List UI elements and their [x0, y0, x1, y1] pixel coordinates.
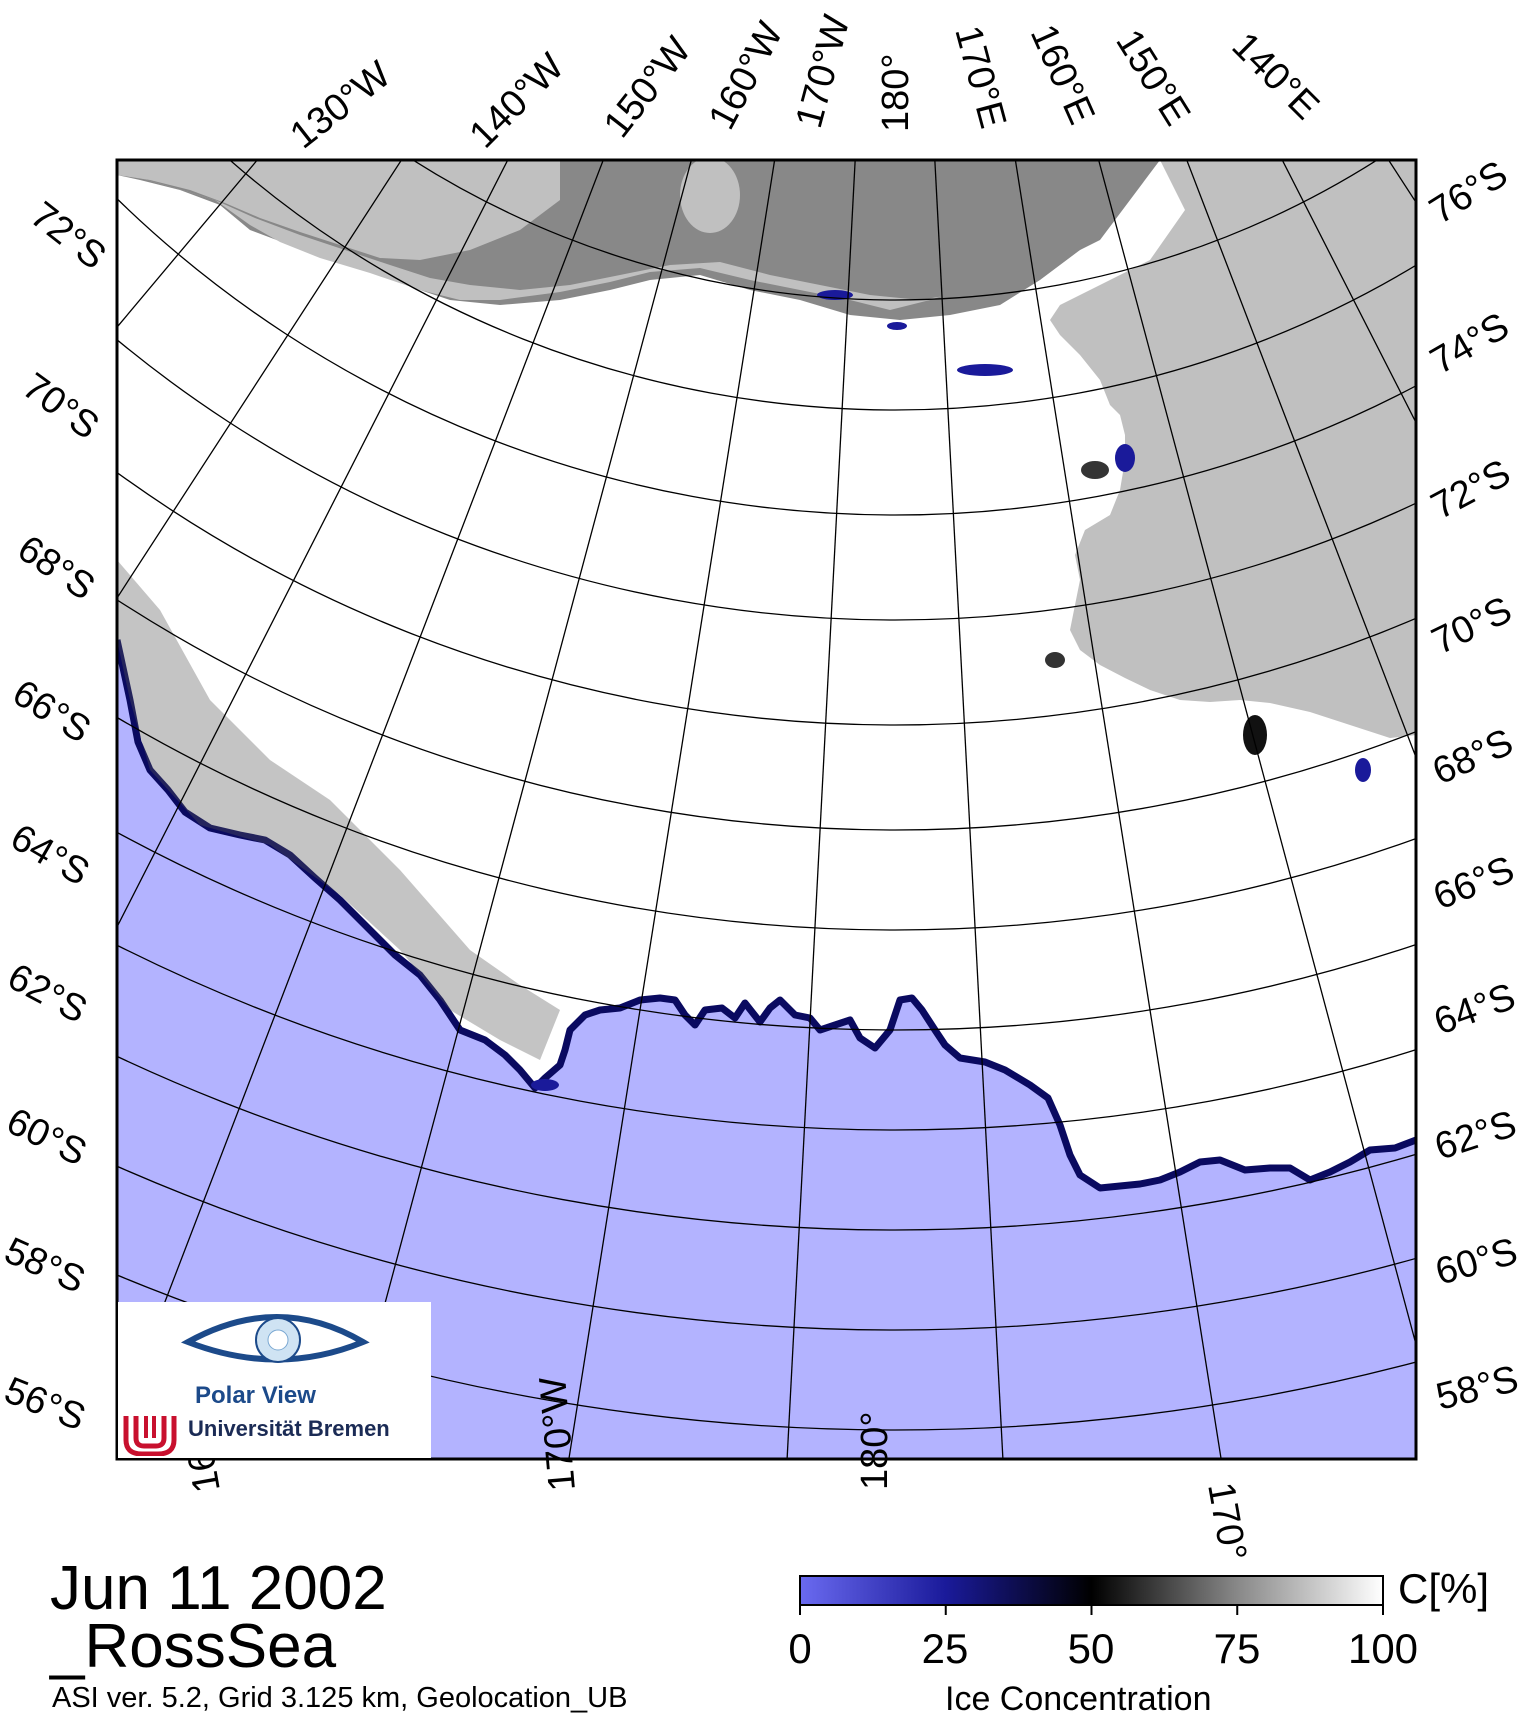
parallel-line [117, 598, 1416, 831]
parallel-line [117, 1055, 1416, 1231]
meridian-line [568, 160, 776, 1459]
lat-label: 76°S [1423, 153, 1515, 233]
lat-label: 58°S [1432, 1358, 1523, 1419]
polynya [1081, 461, 1109, 479]
lat-label: 68°S [1427, 721, 1520, 793]
colorbar-tick-label: 100 [1347, 1625, 1419, 1672]
top-meridian-labels: 130°W 140°W 150°W 160°W 170°W 180° 170°E… [283, 11, 1327, 157]
meridian-line [117, 160, 403, 600]
lat-label: 60°S [1431, 1230, 1522, 1293]
lon-label: 140°E [1224, 25, 1327, 128]
parallel-line [117, 716, 1416, 931]
map-frame [115, 158, 1418, 1461]
colorbar-tick-label: 0 [788, 1625, 812, 1672]
ice-shelf-light [117, 160, 560, 260]
lon-label: 140°W [462, 46, 573, 157]
bremen-logo-icon [123, 1416, 177, 1456]
parallel-line [117, 338, 1416, 621]
lat-label: 66°S [5, 672, 97, 752]
right-parallel-labels: 76°S 74°S 72°S 70°S 68°S 66°S 64°S 62°S … [1423, 153, 1523, 1419]
lat-label: 62°S [1430, 1103, 1522, 1169]
antarctic-land [117, 160, 1416, 738]
floe [531, 1079, 559, 1091]
lon-label: 180° [854, 1411, 896, 1490]
lon-label: 170°W [788, 11, 858, 133]
lat-label: 68°S [10, 528, 102, 609]
polynya [1243, 715, 1267, 755]
lon-label: 170°W [532, 1375, 584, 1493]
lon-label: 150°E [1107, 23, 1198, 133]
lon-label: 170° [1199, 1479, 1254, 1564]
processing-info: ASI ver. 5.2, Grid 3.125 km, Geolocation… [52, 1682, 628, 1714]
lat-label: 58°S [0, 1230, 91, 1302]
colorbar-tick-label: 50 [1067, 1625, 1115, 1672]
map-region-title: _RossSea [50, 1612, 337, 1681]
lat-label: 60°S [0, 1100, 93, 1174]
marginal-ice-zone [117, 560, 560, 1060]
parallel-line [229, 160, 1416, 411]
lat-label: 64°S [4, 816, 97, 894]
meridian-line [934, 160, 1004, 1459]
meridian-line [1281, 160, 1416, 424]
meridian-line [1097, 160, 1416, 1347]
polynya [1115, 444, 1135, 472]
parallel-line [117, 1273, 1416, 1431]
parallel-line [117, 1165, 1416, 1331]
colorbar-tick-label: 75 [1213, 1625, 1261, 1672]
polynya [1045, 652, 1065, 668]
lon-label: 150°W [596, 29, 700, 145]
lat-label: 74°S [1424, 305, 1517, 383]
colorbar-tick-label: 25 [921, 1625, 969, 1672]
meridian-line [1186, 160, 1416, 760]
polynya [957, 364, 1013, 376]
sea-ice-pack [117, 160, 1416, 1188]
logo-name: Polar View [195, 1382, 316, 1409]
meridian-line [117, 160, 604, 1429]
polar-view-logo: Polar View Universität Bremen [118, 1302, 431, 1458]
lon-label: 130°W [283, 53, 399, 157]
lon-label: 170°E [946, 21, 1013, 132]
colorbar-title: Ice Concentration [945, 1680, 1212, 1718]
colorbar-unit: C[%] [1398, 1565, 1490, 1612]
polynya [1355, 758, 1371, 782]
meridian-line [1014, 160, 1222, 1459]
logo-institution: Universität Bremen [188, 1416, 390, 1441]
ice-shelf-patch [680, 160, 740, 233]
lon-label: 160°E [1022, 19, 1103, 131]
lon-label: 160°W [701, 15, 792, 136]
lat-label: 66°S [1428, 848, 1521, 918]
lat-label: 64°S [1429, 976, 1521, 1044]
lon-label: 180° [875, 53, 917, 132]
lat-label: 62°S [1, 956, 94, 1032]
parallel-line [117, 831, 1416, 1031]
eye-icon [180, 1314, 370, 1363]
meridian-line [786, 160, 856, 1459]
parallel-line [411, 160, 1379, 301]
lat-label: 70°S [1426, 589, 1519, 663]
left-parallel-labels: 72°S 70°S 68°S 66°S 64°S 62°S 60°S 58°S … [0, 194, 114, 1439]
parallel-line [117, 944, 1416, 1131]
meridian-line [117, 160, 509, 929]
ice-edge-band [117, 639, 1416, 1192]
meridian-line [1447, 0, 1537, 816]
lat-label: 70°S [15, 365, 107, 448]
lat-label: 72°S [22, 194, 113, 278]
lat-label: 72°S [1425, 452, 1518, 528]
polynya [887, 322, 907, 330]
map-date-title: Jun 11 2002 [50, 1554, 387, 1623]
colorbar-ticks [799, 1605, 1384, 1615]
parallel-line [117, 197, 1416, 516]
lat-label: 56°S [0, 1369, 91, 1439]
parallel-line [117, 471, 1416, 726]
colorbar [799, 1575, 1384, 1606]
